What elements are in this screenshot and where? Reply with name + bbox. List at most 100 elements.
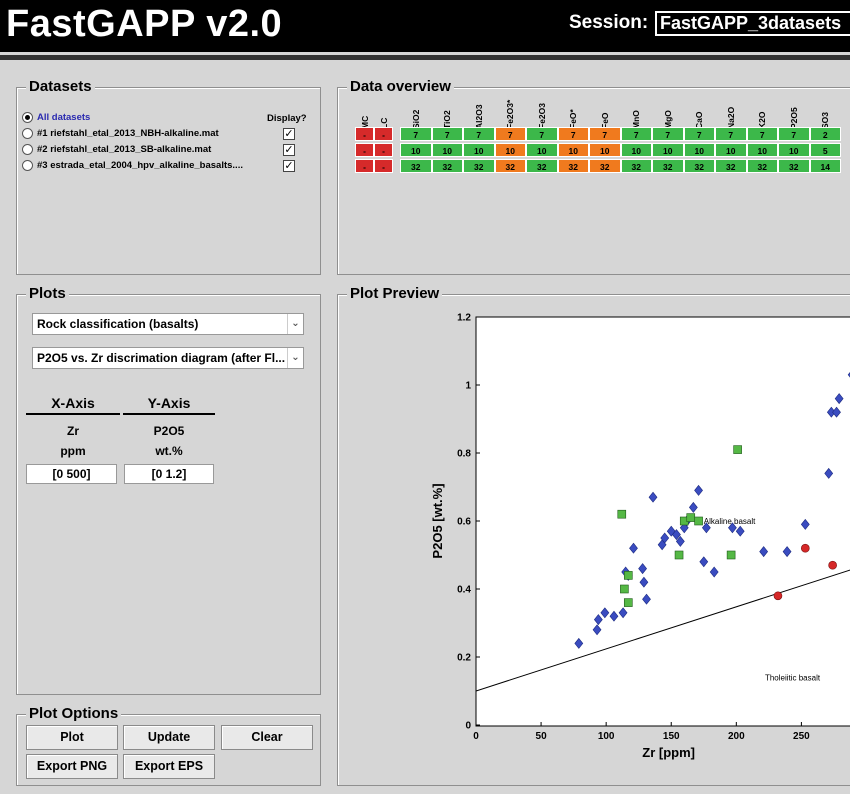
x-axis-label: Zr [ppm] (642, 745, 695, 760)
data-point-square (623, 571, 633, 580)
y-axis-variable: P2O5 (153, 424, 185, 438)
dataset-label-2: #2 riefstahl_etal_2013_SB-alkaline.mat (37, 144, 212, 155)
overview-column-header: FeO* (558, 97, 590, 129)
data-point-diamond (699, 556, 709, 568)
x-axis-unit: ppm (60, 444, 86, 458)
update-button[interactable]: Update (123, 725, 215, 750)
data-point-square (620, 584, 629, 594)
export-eps-button[interactable]: Export EPS (123, 754, 215, 779)
data-point-diamond (592, 624, 602, 636)
y-axis-unit: wt.% (155, 444, 183, 458)
dataset-radio-1[interactable] (22, 128, 33, 139)
overview-cell: 32 (715, 159, 747, 173)
datasets-panel-title: Datasets (26, 78, 95, 96)
plot-marks: Alkaline basalt Tholeiitic basalt (476, 372, 850, 692)
overview-cell: 32 (463, 159, 495, 173)
overview-cell: - (355, 159, 374, 173)
data-point-diamond (629, 542, 638, 554)
overview-column-label: Al2O3 (473, 104, 484, 129)
overview-cell: 32 (557, 159, 589, 173)
overview-cell: 10 (589, 143, 621, 157)
clear-button[interactable]: Clear (221, 725, 313, 750)
data-point-diamond (675, 535, 685, 547)
data-point-diamond (574, 637, 584, 649)
data-point-circle (801, 543, 810, 553)
data-point-diamond (638, 563, 647, 575)
x-tick-label: 50 (536, 731, 548, 742)
data-point-diamond (735, 525, 745, 537)
overview-cell: - (374, 143, 393, 157)
app-title: FastGAPP v2.0 (6, 3, 283, 45)
y-tick-label: 0.4 (457, 585, 471, 596)
y-axis-label: P2O5 [wt.%] (430, 483, 445, 558)
overview-cell: 7 (620, 127, 652, 141)
overview-cell: 10 (463, 143, 495, 157)
overview-cell: 10 (778, 143, 810, 157)
scatter-plot: 0 0.2 0.4 0.6 0.8 1 1.2 0 50 100 150 200 250 Zr [ppm]… (430, 313, 850, 760)
overview-cell: 10 (620, 143, 652, 157)
dataset-display-checkbox-3[interactable]: ✓ (283, 160, 295, 172)
data-overview-panel: Data overview MC LC SiO2 TiO2 Al2O3 Fe2O3* Fe2… (337, 78, 850, 275)
display-column-header: Display? (267, 113, 307, 124)
x-tick-label: 150 (663, 731, 680, 742)
plots-panel-title: Plots (26, 285, 69, 303)
x-axis-header: X-Axis (26, 395, 120, 415)
dataset-radio-2[interactable] (22, 144, 33, 155)
dataset-display-checkbox-1[interactable]: ✓ (283, 128, 295, 140)
dataset-display-checkbox-2[interactable]: ✓ (283, 144, 295, 156)
plot-diagram-select[interactable]: P2O5 vs. Zr discrimation diagram (after … (32, 347, 304, 369)
overview-column-header: Fe2O3* (495, 97, 527, 129)
boundary-line (476, 569, 850, 692)
plot-area (475, 316, 850, 727)
overview-cell: 32 (746, 159, 778, 173)
plot-category-select[interactable]: Rock classification (basalts) ⌄ (32, 313, 304, 335)
data-point-diamond (759, 546, 769, 558)
overview-cell: 7 (683, 127, 715, 141)
overview-cell: - (355, 127, 374, 141)
export-png-button[interactable]: Export PNG (26, 754, 118, 779)
x-tick-label: 0 (473, 731, 479, 742)
overview-cell: 10 (431, 143, 463, 157)
plot-button[interactable]: Plot (26, 725, 118, 750)
data-point-diamond (660, 532, 670, 544)
overview-cell: - (374, 159, 393, 173)
overview-cell: 10 (683, 143, 715, 157)
overview-cell: 7 (463, 127, 495, 141)
data-point-diamond (618, 607, 628, 619)
overview-cell: 10 (715, 143, 747, 157)
overview-column-header: MgO (652, 97, 684, 129)
data-point-diamond (642, 593, 651, 605)
data-point-diamond (648, 491, 658, 503)
data-point-diamond (834, 393, 844, 405)
datasets-panel: Datasets Display? All datasets #1 riefst… (16, 78, 321, 275)
dataset-label-1: #1 riefstahl_etal_2013_NBH-alkaline.mat (37, 128, 219, 139)
overview-cell: 32 (431, 159, 463, 173)
dataset-label-3: #3 estrada_etal_2004_hpv_alkaline_basalt… (37, 160, 243, 171)
overview-column-label: Fe2O3 (536, 103, 547, 129)
y-axis-range-input[interactable]: [0 1.2] (124, 464, 214, 484)
overview-cell: 32 (620, 159, 652, 173)
dataset-radio-3[interactable] (22, 160, 33, 171)
plot-options-panel: Plot Options Plot Update Clear Export PN… (16, 705, 321, 786)
region-label: Tholeiitic basalt (765, 673, 821, 682)
overview-column-header: P2O5 (778, 97, 810, 129)
overview-cell: 10 (746, 143, 778, 157)
data-point-diamond (832, 406, 841, 418)
data-point-diamond (672, 529, 681, 541)
plot-options-title: Plot Options (26, 705, 122, 723)
dataset-all-radio[interactable] (22, 112, 33, 123)
data-point-diamond (694, 484, 703, 496)
overview-cell: 10 (652, 143, 684, 157)
data-point-square (726, 550, 736, 560)
overview-column-header: Fe2O3 (526, 97, 558, 129)
session-field[interactable]: FastGAPP_3datasets (655, 11, 850, 36)
x-axis-range-input[interactable]: [0 500] (26, 464, 117, 484)
plot-category-value: Rock classification (basalts) (37, 317, 199, 331)
data-point-circle (828, 560, 837, 570)
overview-cell: 32 (400, 159, 432, 173)
data-point-square (617, 509, 627, 519)
x-tick-label: 250 (793, 731, 810, 742)
overview-column-header: TiO2 (432, 97, 464, 129)
overview-column-header: FeO (589, 97, 621, 129)
overview-cell: 10 (400, 143, 432, 157)
